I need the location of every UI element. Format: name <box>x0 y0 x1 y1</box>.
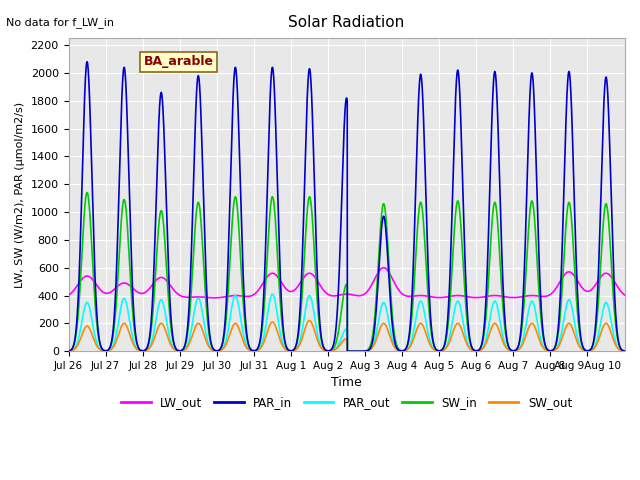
Y-axis label: LW, SW (W/m2), PAR (μmol/m2/s): LW, SW (W/m2), PAR (μmol/m2/s) <box>15 102 25 288</box>
X-axis label: Time: Time <box>331 376 362 389</box>
Title: Solar Radiation: Solar Radiation <box>289 15 404 30</box>
Text: No data for f_LW_in: No data for f_LW_in <box>6 17 115 28</box>
Text: BA_arable: BA_arable <box>143 55 214 68</box>
Legend: LW_out, PAR_in, PAR_out, SW_in, SW_out: LW_out, PAR_in, PAR_out, SW_in, SW_out <box>116 392 577 414</box>
